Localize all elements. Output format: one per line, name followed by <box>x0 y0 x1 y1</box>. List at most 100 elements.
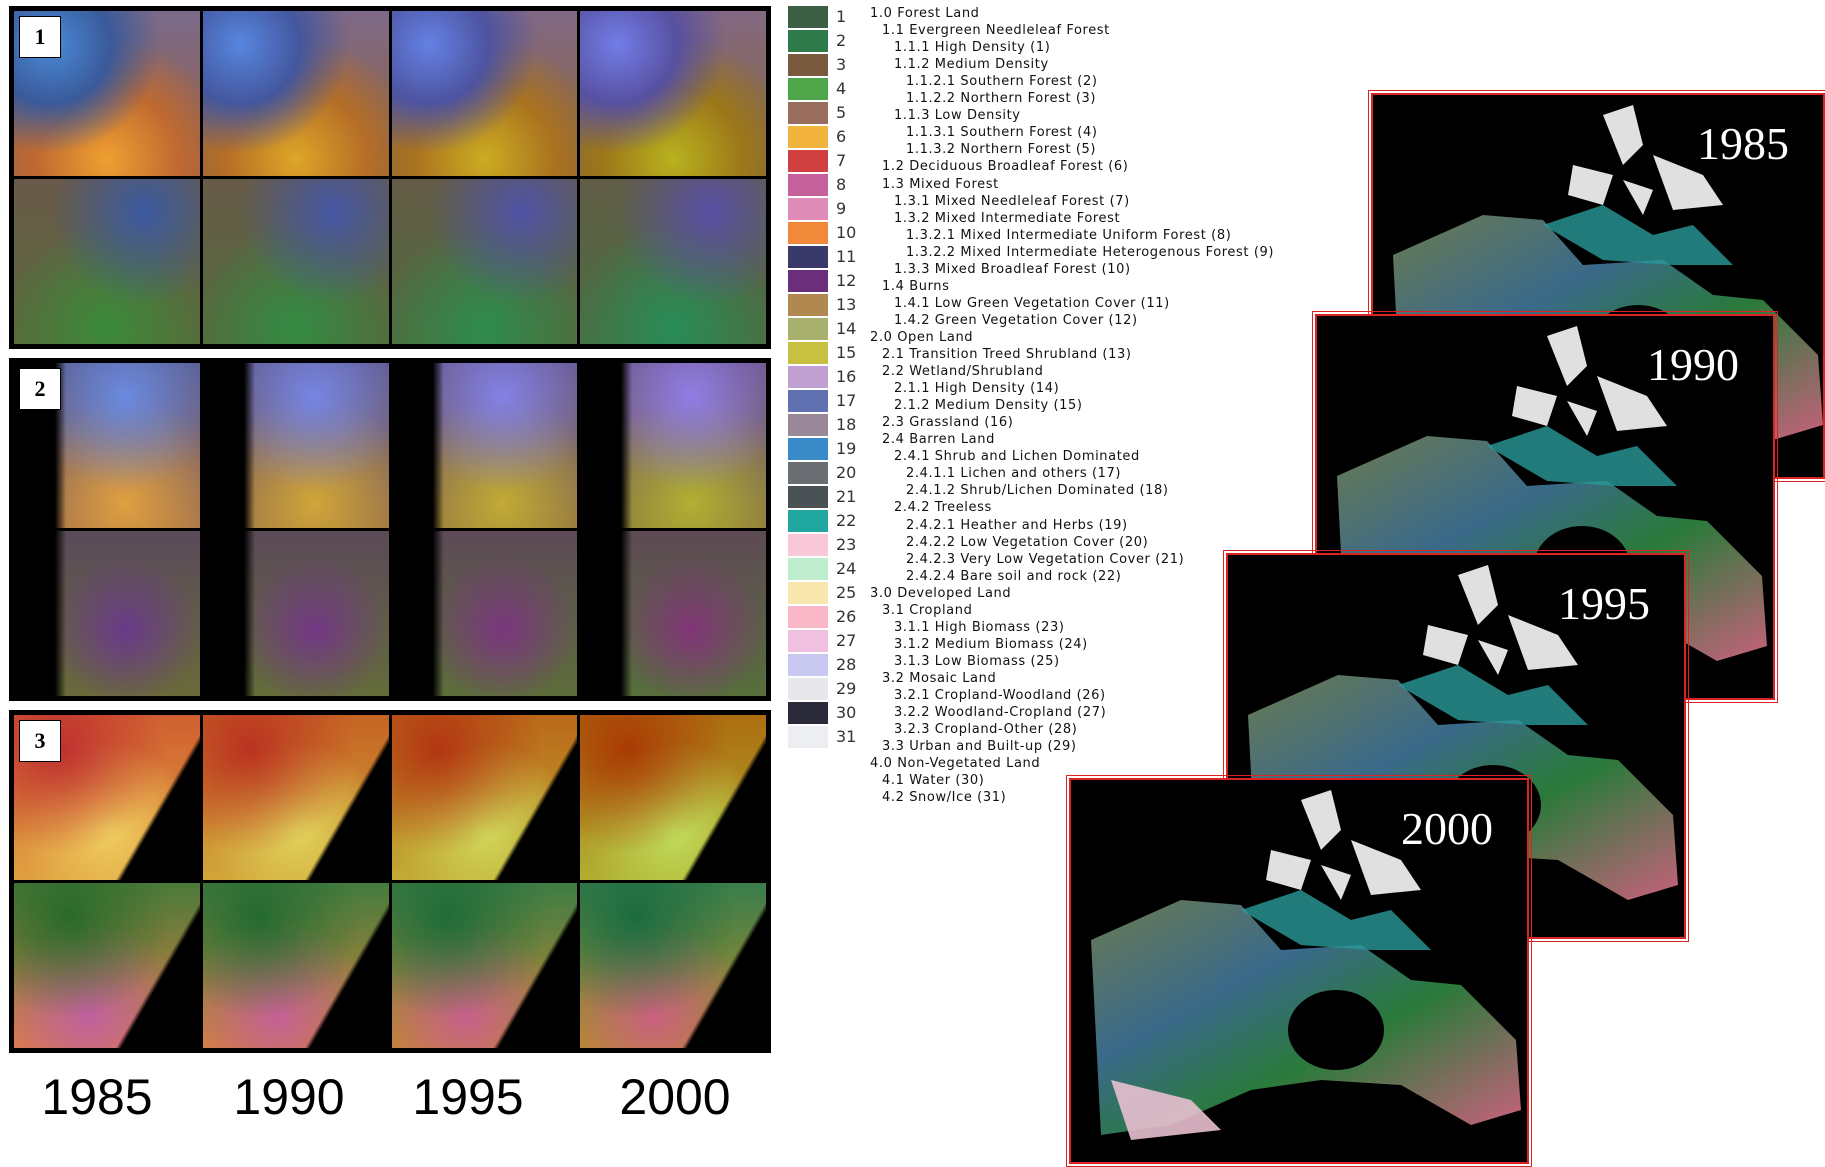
class-label: 1.4.1 Low Green Vegetation Cover (11) <box>894 295 1170 311</box>
legend-number: 18 <box>836 415 857 434</box>
class-label: 4.1 Water (30) <box>882 773 985 789</box>
legend-swatch <box>788 222 828 244</box>
legend-number: 12 <box>836 271 857 290</box>
class-label: 4.0 Non-Vegetated Land <box>870 756 1041 772</box>
legend-number: 10 <box>836 223 857 242</box>
class-label: 2.4.2 Treeless <box>894 500 992 516</box>
class-label: 3.0 Developed Land <box>870 585 1012 601</box>
satellite-image <box>14 531 200 696</box>
image-panel: 3 <box>9 710 771 1053</box>
panel-label: 3 <box>19 720 61 762</box>
class-label: 1.3.2.2 Mixed Intermediate Heterogenous … <box>906 244 1275 260</box>
legend-number: 27 <box>836 631 857 650</box>
class-label: 3.2 Mosaic Land <box>882 670 997 686</box>
map-year: 1995 <box>1558 578 1650 629</box>
class-label: 1.0 Forest Land <box>870 6 980 21</box>
satellite-image <box>202 715 389 880</box>
satellite-image <box>391 531 578 696</box>
legend-swatch <box>788 54 828 76</box>
legend-number: 23 <box>836 535 857 554</box>
legend-swatch <box>788 702 828 724</box>
class-label: 2.4.1.2 Shrub/Lichen Dominated (18) <box>906 483 1169 499</box>
satellite-image <box>391 715 578 880</box>
class-label: 4.2 Snow/Ice (31) <box>882 790 1007 806</box>
satellite-image <box>580 363 766 528</box>
legend-swatch <box>788 30 828 52</box>
satellite-image <box>391 883 578 1048</box>
legend-number: 5 <box>836 103 847 122</box>
legend-swatch <box>788 318 828 340</box>
class-label: 1.1.3 Low Density <box>894 108 1021 124</box>
legend-number: 28 <box>836 655 857 674</box>
canada-map <box>1091 790 1521 1140</box>
satellite-image <box>202 531 389 696</box>
map-year: 1985 <box>1697 118 1789 169</box>
class-label: 1.1 Evergreen Needleleaf Forest <box>882 23 1110 39</box>
class-label: 1.1.3.1 Southern Forest (4) <box>906 125 1098 141</box>
class-label: 2.1.2 Medium Density (15) <box>894 398 1083 414</box>
class-label: 1.3.2.1 Mixed Intermediate Uniform Fores… <box>906 227 1232 243</box>
legend-swatch <box>788 126 828 148</box>
class-label: 3.2.3 Cropland-Other (28) <box>894 722 1078 738</box>
legend-number: 29 <box>836 679 857 698</box>
image-panel: 2 <box>9 358 771 701</box>
satellite-image <box>202 11 389 176</box>
panel-label: 2 <box>19 368 61 410</box>
legend-number: 1 <box>836 7 847 26</box>
legend-swatch <box>788 6 828 28</box>
legend-number: 13 <box>836 295 857 314</box>
legend-swatch <box>788 678 828 700</box>
legend-swatch <box>788 654 828 676</box>
year-label: 1985 <box>41 1069 153 1125</box>
legend-swatch <box>788 438 828 460</box>
satellite-image <box>580 531 766 696</box>
legend-number: 4 <box>836 79 847 98</box>
legend-swatch <box>788 726 828 748</box>
legend-number: 15 <box>836 343 857 362</box>
class-label: 3.2.2 Woodland-Cropland (27) <box>894 705 1107 721</box>
satellite-image <box>391 11 578 176</box>
legend-number: 3 <box>836 55 847 74</box>
class-label: 2.4.1.1 Lichen and others (17) <box>906 466 1122 482</box>
class-label: 3.1 Cropland <box>882 602 973 618</box>
class-label: 2.1.1 High Density (14) <box>894 381 1060 397</box>
class-label: 1.2 Deciduous Broadleaf Forest (6) <box>882 159 1129 175</box>
satellite-image <box>202 883 389 1048</box>
class-label: 2.4.1 Shrub and Lichen Dominated <box>894 449 1140 465</box>
legend-swatch <box>788 606 828 628</box>
year-label: 2000 <box>619 1069 731 1125</box>
legend-number: 22 <box>836 511 857 530</box>
legend-number: 14 <box>836 319 857 338</box>
class-label: 1.4.2 Green Vegetation Cover (12) <box>894 312 1138 328</box>
class-label: 1.1.2.1 Southern Forest (2) <box>906 74 1098 90</box>
satellite-image <box>14 179 200 344</box>
legend-swatch <box>788 246 828 268</box>
legend-swatch <box>788 198 828 220</box>
legend-number: 7 <box>836 151 847 170</box>
class-label: 3.2.1 Cropland-Woodland (26) <box>894 688 1106 703</box>
class-label: 1.3.2 Mixed Intermediate Forest <box>894 210 1121 226</box>
satellite-image <box>391 179 578 344</box>
class-label: 2.4.2.2 Low Vegetation Cover (20) <box>906 534 1149 550</box>
legend-swatch <box>788 102 828 124</box>
legend-number: 16 <box>836 367 857 386</box>
legend-swatch <box>788 270 828 292</box>
legend-swatch <box>788 534 828 556</box>
class-label: 3.3 Urban and Built-up (29) <box>882 739 1077 755</box>
legend-number: 21 <box>836 487 857 506</box>
legend-number: 19 <box>836 439 857 458</box>
legend-swatch <box>788 78 828 100</box>
year-label: 1990 <box>233 1069 345 1125</box>
class-label: 1.1.3.2 Northern Forest (5) <box>906 142 1097 158</box>
class-label: 1.3.1 Mixed Needleleaf Forest (7) <box>894 193 1130 209</box>
panel-label: 1 <box>19 16 61 58</box>
satellite-image <box>391 363 578 528</box>
class-label: 1.3 Mixed Forest <box>882 176 999 192</box>
satellite-image <box>202 179 389 344</box>
legend-number: 9 <box>836 199 847 218</box>
legend-number: 26 <box>836 607 857 626</box>
satellite-image <box>202 363 389 528</box>
class-label: 2.1 Transition Treed Shrubland (13) <box>882 347 1132 362</box>
legend-swatch <box>788 630 828 652</box>
